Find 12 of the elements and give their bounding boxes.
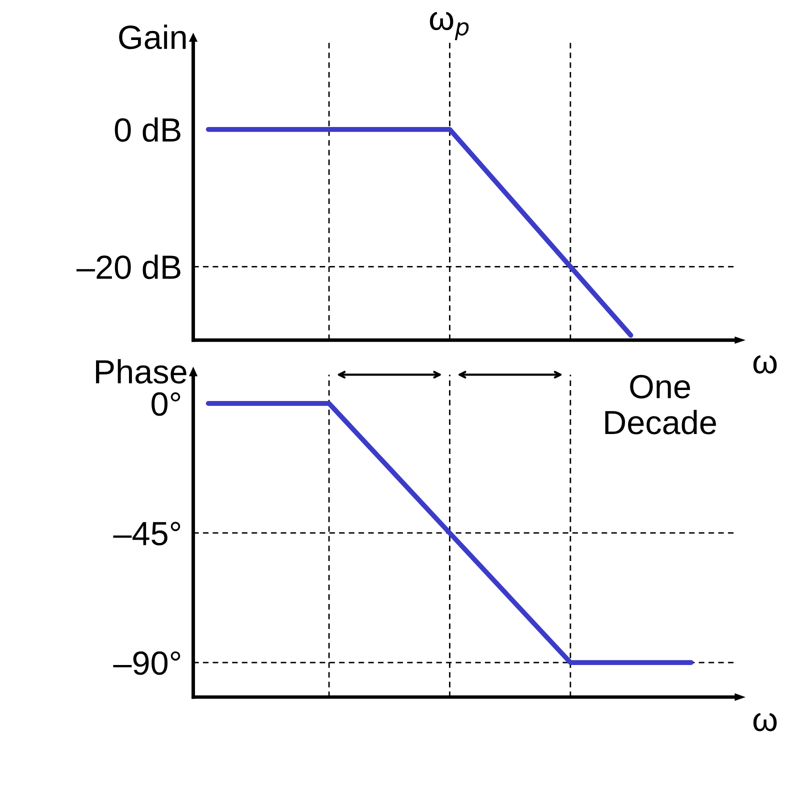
y-tick-label: –45° [113, 522, 180, 546]
text: ω$_{p}$ [430, 12, 469, 40]
line-series [206, 126, 634, 338]
y-axis-title: Phase [96, 359, 186, 384]
y-tick-label: –20 dB [76, 254, 180, 280]
x-axis-title: ω [753, 712, 777, 732]
y-tick-label: 0 dB [114, 117, 180, 142]
y-axis-title: Gain [119, 24, 186, 50]
y-tick-label: 0° [152, 392, 180, 416]
y-tick-label: –90° [113, 651, 180, 675]
annotation: One Decade [605, 374, 716, 434]
x-axis-title: ω [753, 355, 777, 374]
